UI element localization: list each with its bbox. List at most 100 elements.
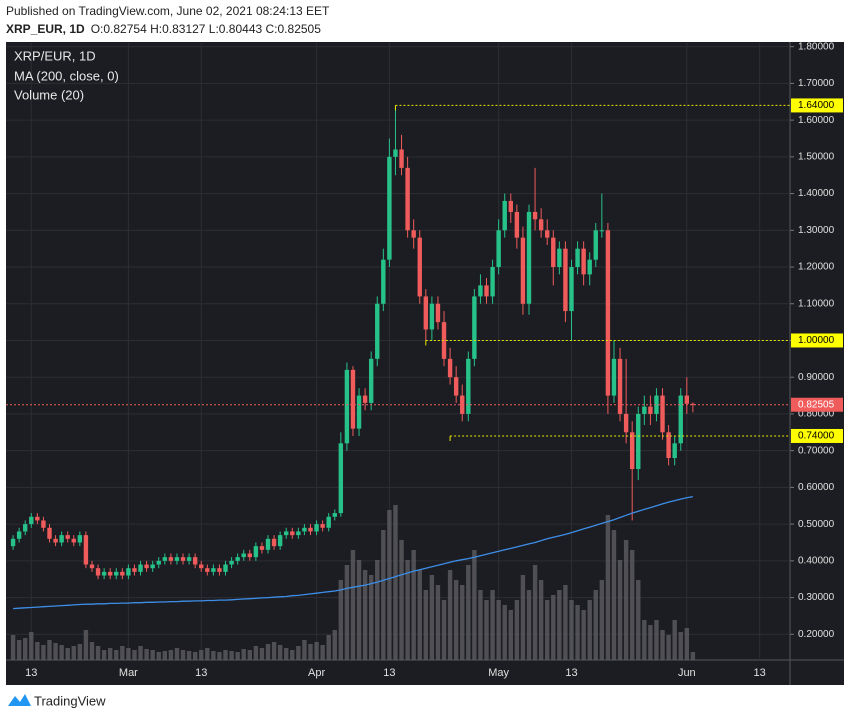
y-tick-label: 0.90000 <box>798 372 835 383</box>
ma-legend: MA (200, close, 0) <box>14 68 119 83</box>
last-price-label-bg <box>791 397 843 412</box>
candle-body <box>642 406 647 414</box>
volume-bar <box>120 646 125 660</box>
level-label-bg <box>791 333 843 348</box>
candle-body <box>126 568 131 576</box>
candle-body <box>259 546 265 550</box>
volume-bar <box>302 640 307 660</box>
candle-body <box>405 167 410 231</box>
volume-bar <box>654 620 659 660</box>
volume-bar <box>642 620 647 660</box>
volume-bar <box>502 605 507 660</box>
candle-body <box>526 211 532 304</box>
volume-bar <box>95 646 101 660</box>
volume-bar <box>648 625 653 660</box>
candle-body <box>277 535 283 547</box>
volume-bar <box>429 575 435 660</box>
candle-body <box>690 403 696 405</box>
candle-body <box>65 535 70 539</box>
volume-bar <box>211 651 216 660</box>
candle-body <box>520 237 526 304</box>
volume-bar <box>284 648 289 660</box>
volume-bar <box>259 648 265 660</box>
volume-bar <box>41 645 46 660</box>
volume-bar <box>362 570 368 660</box>
candle-body <box>672 443 677 459</box>
x-tick-label: 13 <box>195 667 207 679</box>
volume-bar <box>368 575 374 660</box>
candle-body <box>35 516 40 521</box>
volume-bar <box>150 650 155 660</box>
y-tick-label: 1.60000 <box>798 115 835 126</box>
candle-body <box>168 557 174 561</box>
x-tick-label: May <box>488 667 509 679</box>
symbol-text: XRP_EUR, 1D <box>6 22 85 36</box>
candle-body <box>411 230 416 238</box>
candle-body <box>605 230 611 396</box>
volume-bar <box>223 650 228 660</box>
candle-body <box>684 395 690 404</box>
candle-body <box>545 230 550 238</box>
volume-bar <box>551 595 556 660</box>
volume-bar <box>381 530 386 660</box>
x-tick-label: Jun <box>678 667 696 679</box>
y-tick-label: 1.50000 <box>798 151 835 162</box>
candle-body <box>180 557 186 561</box>
volume-bar <box>29 632 34 660</box>
candle-body <box>223 564 228 572</box>
candle-body <box>654 395 659 414</box>
volume-bar <box>435 585 441 660</box>
candle-body <box>381 259 386 304</box>
volume-bar <box>538 580 544 660</box>
volume-bar <box>77 644 83 660</box>
candle-body <box>587 259 592 275</box>
y-tick-label: 0.20000 <box>798 629 835 640</box>
volume-bar <box>611 530 617 660</box>
volume-bar <box>617 560 623 660</box>
candle-body <box>387 156 392 260</box>
volume-bar <box>629 550 635 660</box>
candle-body <box>265 538 271 550</box>
volume-bar <box>636 580 641 660</box>
candle-body <box>253 546 259 558</box>
y-tick-label: 0.80000 <box>798 409 835 420</box>
volume-bar <box>672 620 677 660</box>
volume-bar <box>623 540 629 660</box>
level-label-bg <box>791 98 843 113</box>
candle-body <box>205 568 210 572</box>
candle-body <box>623 413 629 433</box>
volume-bar <box>417 570 422 660</box>
candle-body <box>453 377 459 396</box>
candle-body <box>441 322 447 359</box>
candle-body <box>636 413 641 470</box>
last-price-label: 0.82505 <box>798 399 835 410</box>
candle-body <box>599 230 605 232</box>
candle-body <box>375 303 380 359</box>
volume-bar <box>520 575 526 660</box>
candle-body <box>247 553 252 558</box>
volume-bar <box>581 610 586 660</box>
y-tick-label: 1.70000 <box>798 78 835 89</box>
x-tick-label: 13 <box>754 667 766 679</box>
candle-body <box>192 557 198 565</box>
candle-body <box>284 531 289 536</box>
candle-body <box>150 564 155 569</box>
candle-body <box>502 200 507 231</box>
volume-bar <box>168 650 174 660</box>
volume-bar <box>405 560 410 660</box>
volume-bar <box>545 600 550 660</box>
volume-bar <box>575 605 580 660</box>
volume-bar <box>684 628 690 660</box>
volume-bar <box>156 652 161 660</box>
candle-body <box>423 296 429 330</box>
candle-body <box>107 571 113 576</box>
candle-body <box>71 538 76 543</box>
candle-body <box>229 560 234 565</box>
x-tick-label: Apr <box>308 667 325 679</box>
candle-body <box>114 571 119 576</box>
volume-bar <box>375 560 380 660</box>
volume-bar <box>180 650 186 660</box>
volume-bar <box>162 651 168 660</box>
candle-body <box>393 149 398 157</box>
